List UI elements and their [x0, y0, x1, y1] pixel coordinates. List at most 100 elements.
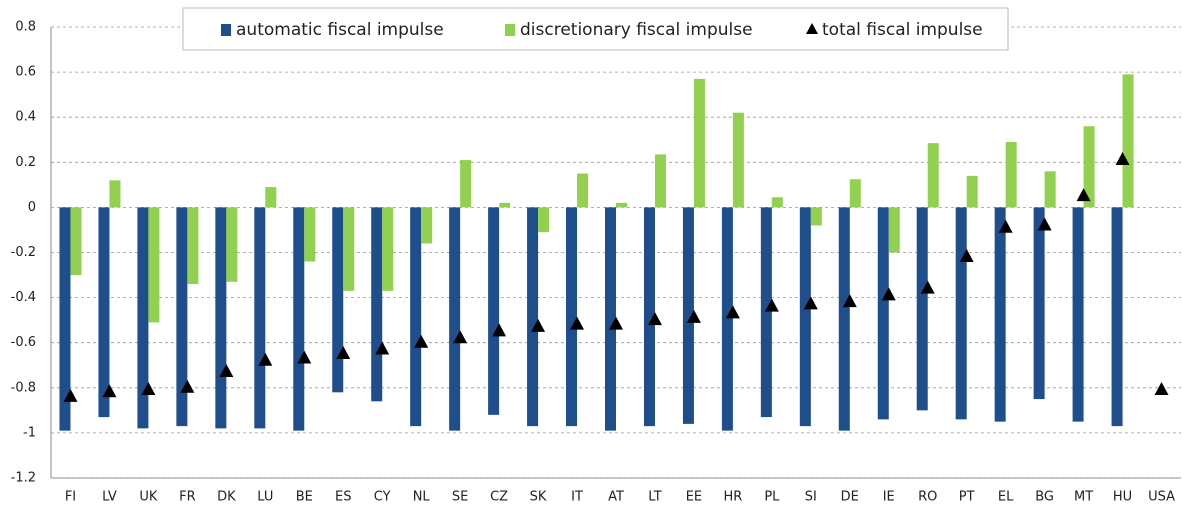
bar: [643, 207, 655, 427]
marker: [531, 318, 546, 332]
x-tick-label: SE: [452, 490, 468, 505]
y-tick-label: -1: [23, 425, 36, 440]
x-tick-label: IE: [883, 490, 895, 505]
marker: [764, 298, 779, 312]
bar: [538, 207, 550, 233]
y-tick-label: -0.4: [11, 290, 36, 305]
bar: [1111, 207, 1123, 427]
marker: [336, 345, 351, 359]
x-tick-label: CY: [374, 490, 391, 505]
x-tick-label: MT: [1074, 490, 1093, 505]
x-tick-label: UK: [139, 490, 158, 505]
bar: [449, 207, 461, 431]
bar: [488, 207, 500, 415]
bar: [955, 207, 967, 420]
x-tick-label: IT: [571, 490, 583, 505]
marker: [297, 350, 312, 364]
y-tick-label: -1.2: [11, 471, 36, 486]
x-tick-label: CZ: [490, 490, 508, 505]
legend-label: total fiscal impulse: [822, 20, 983, 40]
bar: [654, 154, 666, 208]
y-tick-label: 0: [28, 200, 36, 215]
bar: [916, 207, 928, 411]
bar: [109, 180, 121, 208]
x-tick-label: FR: [179, 490, 196, 505]
bar: [760, 207, 772, 418]
marker: [375, 341, 390, 355]
x-tick-label: AT: [608, 490, 624, 505]
x-tick-label: RO: [918, 490, 937, 505]
bar: [527, 207, 539, 427]
y-tick-label: -0.2: [11, 245, 36, 260]
bar: [927, 143, 939, 208]
bar: [721, 207, 733, 431]
bar: [215, 207, 227, 429]
bar: [771, 197, 783, 208]
marker: [959, 249, 974, 263]
x-tick-label: BE: [296, 490, 313, 505]
bar: [566, 207, 578, 427]
bar: [176, 207, 188, 427]
x-tick-label: EE: [686, 490, 702, 505]
marker: [180, 379, 195, 393]
bar: [838, 207, 850, 431]
y-tick-label: 0.8: [15, 20, 36, 35]
marker: [647, 312, 662, 326]
bar: [966, 175, 978, 208]
bar: [371, 207, 383, 402]
bar: [682, 207, 694, 424]
bar: [59, 207, 71, 431]
marker: [102, 384, 117, 398]
bar: [810, 207, 822, 226]
bar: [994, 207, 1006, 422]
marker: [453, 330, 468, 344]
bar: [1033, 207, 1045, 400]
legend-label: discretionary fiscal impulse: [520, 20, 753, 40]
bar: [226, 207, 238, 282]
marker: [842, 294, 857, 308]
marker: [1037, 217, 1052, 231]
bar: [849, 179, 861, 208]
marker: [63, 388, 78, 402]
bar: [577, 173, 589, 208]
marker: [414, 334, 429, 348]
x-tick-label: LT: [648, 490, 661, 505]
bar: [137, 207, 149, 429]
bar: [254, 207, 266, 429]
y-tick-label: 0.4: [15, 110, 36, 125]
x-tick-label: DE: [841, 490, 859, 505]
marker: [492, 323, 507, 337]
marker: [803, 296, 818, 310]
bar: [148, 207, 160, 323]
bar: [605, 207, 616, 431]
x-tick-label: LU: [257, 490, 273, 505]
bar: [421, 207, 433, 244]
marker: [881, 287, 896, 301]
bar: [732, 112, 744, 208]
bar: [265, 187, 277, 208]
y-tick-label: -0.8: [11, 380, 36, 395]
bar: [1072, 207, 1084, 422]
marker: [998, 219, 1013, 233]
marker: [1076, 188, 1091, 202]
bar: [1083, 126, 1095, 208]
x-tick-label: HU: [1113, 490, 1132, 505]
marker: [725, 305, 740, 319]
x-tick-label: LV: [102, 490, 117, 505]
marker: [1115, 152, 1130, 166]
bar: [187, 207, 199, 285]
x-tick-label: HR: [723, 490, 742, 505]
x-tick-label: USA: [1148, 490, 1175, 505]
x-tick-label: SK: [530, 490, 547, 505]
marker: [1154, 382, 1169, 396]
x-tick-label: NL: [413, 490, 431, 505]
legend-swatch: [806, 23, 818, 34]
legend-swatch: [505, 24, 515, 36]
bar: [332, 207, 344, 393]
legend: automatic fiscal impulse discretionary fi…: [182, 7, 1009, 51]
marker: [570, 316, 585, 330]
y-tick-label: 0.6: [15, 65, 36, 80]
marker: [258, 352, 273, 366]
legend-swatch: [221, 24, 231, 36]
